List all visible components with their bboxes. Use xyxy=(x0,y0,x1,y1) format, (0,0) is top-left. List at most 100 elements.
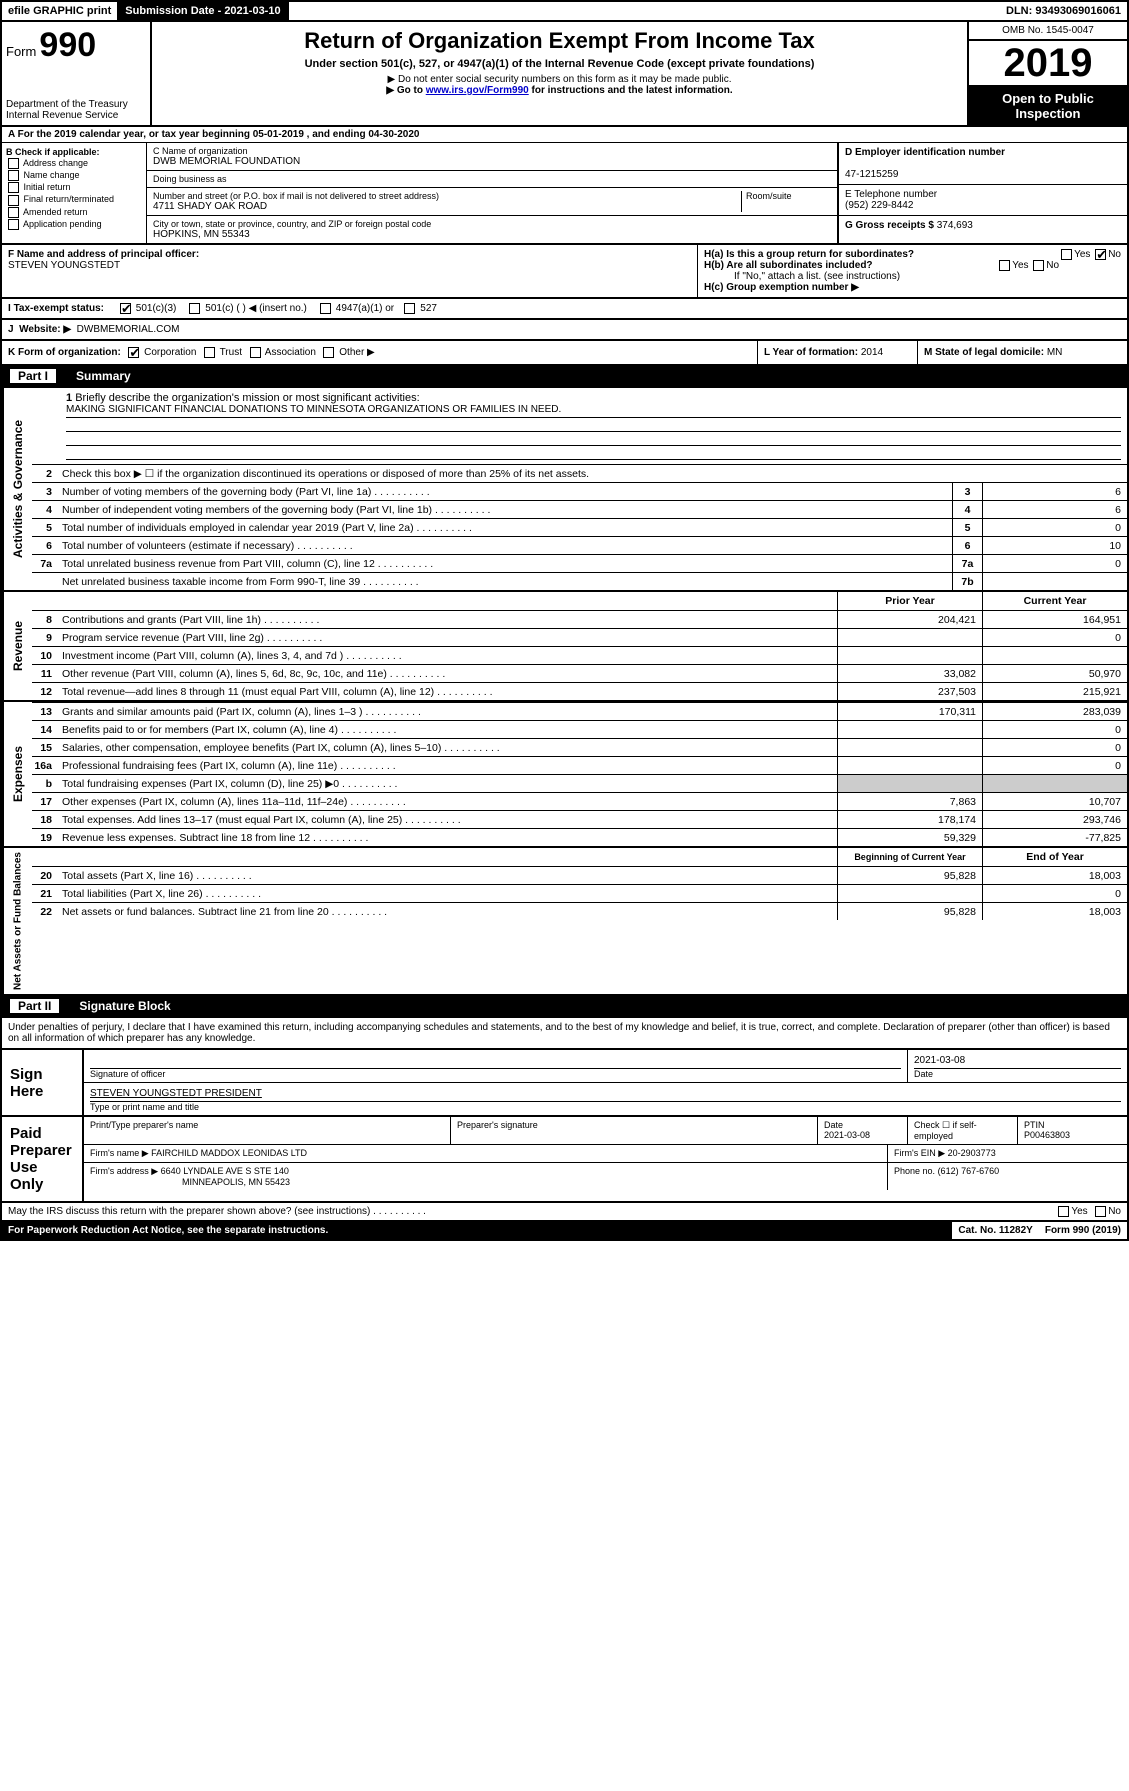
gov-line: 7aTotal unrelated business revenue from … xyxy=(32,554,1127,572)
omb-number: OMB No. 1545-0047 xyxy=(969,22,1127,41)
row-i: I Tax-exempt status: 501(c)(3) 501(c) ( … xyxy=(0,299,1129,320)
officer-name: STEVEN YOUNGSTEDT xyxy=(8,260,120,271)
tax-year: 2019 xyxy=(969,41,1127,85)
row-f-h: F Name and address of principal officer:… xyxy=(0,245,1129,299)
h-b-note: If "No," attach a list. (see instruction… xyxy=(704,271,1121,282)
phone-lbl: E Telephone number xyxy=(845,189,937,200)
cat-no: Cat. No. 11282Y xyxy=(952,1222,1038,1239)
data-line: 8Contributions and grants (Part VIII, li… xyxy=(32,610,1127,628)
row-j: J Website: ▶ DWBMEMORIAL.COM xyxy=(0,320,1129,341)
gov-line: 4Number of independent voting members of… xyxy=(32,500,1127,518)
city-state-zip: HOPKINS, MN 55343 xyxy=(153,229,831,240)
chk-4947[interactable] xyxy=(320,303,331,314)
box-b: B Check if applicable: Address change Na… xyxy=(2,143,147,243)
sig-date: 2021-03-08 xyxy=(914,1053,1121,1069)
hb-no[interactable]: No xyxy=(1046,260,1059,271)
side-expenses: Expenses xyxy=(2,702,32,846)
firm-name: FAIRCHILD MADDOX LEONIDAS LTD xyxy=(151,1148,307,1158)
form-title: Return of Organization Exempt From Incom… xyxy=(158,28,961,54)
l-lbl: L Year of formation: xyxy=(764,347,858,358)
officer-lbl: F Name and address of principal officer: xyxy=(8,249,199,260)
data-line: 22Net assets or fund balances. Subtract … xyxy=(32,902,1127,920)
side-revenue: Revenue xyxy=(2,592,32,700)
boxes-d-e-g: D Employer identification number 47-1215… xyxy=(837,143,1127,243)
efile-label[interactable]: efile GRAPHIC print xyxy=(2,2,119,20)
tax-period: A For the 2019 calendar year, or tax yea… xyxy=(0,127,1129,143)
gov-line: 6Total number of volunteers (estimate if… xyxy=(32,536,1127,554)
firm-city: MINNEAPOLIS, MN 55423 xyxy=(90,1177,290,1187)
data-line: 11Other revenue (Part VIII, column (A), … xyxy=(32,664,1127,682)
entity-block: B Check if applicable: Address change Na… xyxy=(0,143,1129,245)
phone: (952) 229-8442 xyxy=(845,200,913,211)
city-lbl: City or town, state or province, country… xyxy=(153,219,831,229)
form-label: Form xyxy=(6,44,36,59)
part-1-header: Part I Summary xyxy=(0,366,1129,388)
note-ssn: ▶ Do not enter social security numbers o… xyxy=(158,74,961,85)
k-lbl: K Form of organization: xyxy=(8,347,121,358)
box-h: H(a) Is this a group return for subordin… xyxy=(697,245,1127,297)
data-line: 20Total assets (Part X, line 16)95,82818… xyxy=(32,866,1127,884)
net-header: Beginning of Current Year End of Year xyxy=(32,848,1127,866)
officer-name-title: STEVEN YOUNGSTEDT PRESIDENT xyxy=(90,1086,1121,1102)
discuss-yes[interactable] xyxy=(1058,1206,1069,1217)
sign-here-block: Sign Here Signature of officer 2021-03-0… xyxy=(0,1050,1129,1117)
hb-yes[interactable]: Yes xyxy=(1012,260,1028,271)
data-line: 15Salaries, other compensation, employee… xyxy=(32,738,1127,756)
data-line: 12Total revenue—add lines 8 through 11 (… xyxy=(32,682,1127,700)
self-employed-chk[interactable]: Check ☐ if self-employed xyxy=(907,1117,1017,1144)
note-goto: ▶ Go to www.irs.gov/Form990 for instruct… xyxy=(158,85,961,96)
paid-preparer-block: Paid Preparer Use Only Print/Type prepar… xyxy=(0,1117,1129,1203)
paperwork-notice: For Paperwork Reduction Act Notice, see … xyxy=(2,1222,952,1239)
ptin: P00463803 xyxy=(1024,1130,1070,1140)
chk-trust[interactable] xyxy=(204,347,215,358)
sig-date-lbl: Date xyxy=(914,1069,933,1079)
sig-officer-lbl: Signature of officer xyxy=(90,1069,165,1079)
firm-phone: (612) 767-6760 xyxy=(938,1166,1000,1176)
q1-num: 1 xyxy=(66,392,72,404)
data-line: 18Total expenses. Add lines 13–17 (must … xyxy=(32,810,1127,828)
data-line: 17Other expenses (Part IX, column (A), l… xyxy=(32,792,1127,810)
chk-other[interactable] xyxy=(323,347,334,358)
dba-lbl: Doing business as xyxy=(153,174,227,184)
section-expenses: Expenses 13Grants and similar amounts pa… xyxy=(0,702,1129,848)
discuss-lbl: May the IRS discuss this return with the… xyxy=(8,1206,370,1217)
part-2-title: Signature Block xyxy=(79,999,170,1013)
chk-initial[interactable]: Initial return xyxy=(6,182,142,193)
side-net: Net Assets or Fund Balances xyxy=(2,848,32,994)
state-domicile: MN xyxy=(1047,347,1063,358)
chk-final[interactable]: Final return/terminated xyxy=(6,194,142,205)
chk-address[interactable]: Address change xyxy=(6,158,142,169)
prep-date: 2021-03-08 xyxy=(824,1130,870,1140)
m-lbl: M State of legal domicile: xyxy=(924,347,1044,358)
year-formed: 2014 xyxy=(861,347,883,358)
mission-text: MAKING SIGNIFICANT FINANCIAL DONATIONS T… xyxy=(66,404,1121,418)
chk-527[interactable] xyxy=(404,303,415,314)
form-header: Form 990 Department of the Treasury Inte… xyxy=(0,22,1129,127)
website[interactable]: DWBMEMORIAL.COM xyxy=(77,324,180,335)
data-line: 14Benefits paid to or for members (Part … xyxy=(32,720,1127,738)
chk-501c[interactable] xyxy=(189,303,200,314)
h-a: H(a) Is this a group return for subordin… xyxy=(704,249,914,260)
data-line: 10Investment income (Part VIII, column (… xyxy=(32,646,1127,664)
section-revenue: Revenue Prior Year Current Year 8Contrib… xyxy=(0,592,1129,702)
row-klm: K Form of organization: Corporation Trus… xyxy=(0,341,1129,366)
submission-date: Submission Date - 2021-03-10 xyxy=(119,2,288,20)
chk-amended[interactable]: Amended return xyxy=(6,207,142,218)
goto-pre: ▶ Go to xyxy=(386,85,425,96)
box-f: F Name and address of principal officer:… xyxy=(2,245,697,297)
chk-assoc[interactable] xyxy=(250,347,261,358)
part-1-title: Summary xyxy=(76,369,131,383)
section-governance: Activities & Governance 1 Briefly descri… xyxy=(0,388,1129,592)
gross-lbl: G Gross receipts $ xyxy=(845,220,934,231)
side-governance: Activities & Governance xyxy=(2,388,32,590)
chk-name[interactable]: Name change xyxy=(6,170,142,181)
ha-no[interactable]: No xyxy=(1108,249,1121,260)
irs-link[interactable]: www.irs.gov/Form990 xyxy=(426,85,529,96)
form-ref: Form 990 (2019) xyxy=(1039,1222,1127,1239)
ha-yes[interactable]: Yes xyxy=(1074,249,1090,260)
chk-corp[interactable] xyxy=(128,347,139,358)
chk-pending[interactable]: Application pending xyxy=(6,219,142,230)
chk-501c3[interactable] xyxy=(120,303,131,314)
discuss-no[interactable] xyxy=(1095,1206,1106,1217)
sign-here-lbl: Sign Here xyxy=(2,1050,82,1115)
